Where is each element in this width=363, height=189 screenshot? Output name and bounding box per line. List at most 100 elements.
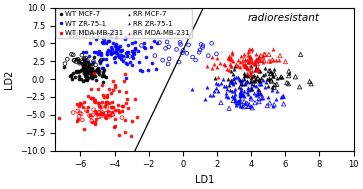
Point (89, 75, 95, 78)
Point (156, 28, 162, 31)
Point (75, 69, 81, 72)
Point (228, 57, 234, 60)
Point (132, 46, 138, 49)
Point (244, 102, 250, 105)
Point (256, 70, 262, 73)
Point (93, 112, 99, 115)
Point (185, 43, 191, 46)
Point (80, 50, 86, 53)
Point (233, 76, 239, 79)
Point (270, 105, 276, 108)
Point (229, 50, 235, 53)
Point (98, 51, 104, 54)
Point (262, 72, 268, 75)
Point (139, 69, 145, 72)
Point (77, 62, 82, 65)
Point (237, 94, 243, 97)
Point (178, 43, 183, 46)
Point (77, 111, 83, 114)
Point (95, 69, 101, 72)
Point (238, 83, 244, 86)
Point (85, 76, 91, 79)
Point (222, 63, 228, 66)
Point (87, 54, 93, 57)
Point (213, 81, 219, 84)
Point (101, 69, 107, 72)
Point (246, 59, 252, 62)
Point (286, 70, 292, 73)
Point (113, 35, 119, 38)
Point (256, 90, 262, 93)
Point (142, 46, 148, 50)
Point (82, 60, 88, 63)
Point (249, 83, 255, 86)
Point (117, 44, 122, 47)
Point (240, 93, 246, 96)
Point (225, 77, 231, 81)
Point (243, 80, 249, 83)
Point (107, 33, 113, 36)
Point (270, 47, 276, 50)
Point (229, 53, 235, 56)
Point (129, 55, 135, 58)
Point (81, 64, 86, 67)
Point (72, 75, 78, 78)
Point (83, 109, 89, 112)
Point (246, 56, 252, 59)
Point (83, 77, 89, 81)
Point (105, 93, 110, 96)
Point (252, 73, 257, 76)
Point (242, 83, 248, 86)
Point (72, 59, 78, 62)
Point (248, 73, 254, 76)
Point (114, 51, 120, 54)
Point (68, 74, 73, 77)
Point (227, 80, 233, 83)
Point (254, 59, 260, 62)
Point (253, 93, 259, 96)
Point (109, 45, 114, 48)
Point (105, 49, 111, 52)
Point (243, 65, 249, 68)
Point (223, 92, 229, 95)
Point (229, 94, 235, 97)
Point (258, 59, 264, 62)
Point (115, 46, 121, 49)
Point (117, 50, 123, 53)
Point (226, 54, 232, 57)
Point (112, 117, 118, 120)
Point (238, 88, 244, 91)
Point (135, 50, 141, 53)
Point (249, 87, 254, 90)
Point (253, 53, 259, 56)
Point (249, 61, 255, 64)
Point (122, 38, 128, 41)
Point (235, 65, 241, 68)
Point (81, 105, 86, 108)
Point (91, 56, 97, 59)
Point (91, 72, 97, 75)
Point (268, 72, 274, 75)
Point (136, 60, 142, 63)
Point (71, 59, 77, 62)
Point (87, 114, 93, 117)
Point (100, 112, 106, 115)
Point (293, 75, 298, 78)
Point (99, 84, 105, 87)
Point (242, 74, 248, 77)
Point (82, 78, 87, 81)
Point (84, 73, 90, 76)
Point (56, 116, 62, 119)
Point (110, 101, 115, 104)
Point (176, 60, 182, 64)
Point (260, 61, 266, 64)
Point (248, 73, 253, 76)
Point (102, 115, 108, 118)
Point (93, 117, 99, 120)
Point (253, 67, 259, 70)
Point (129, 64, 135, 67)
Point (89, 63, 95, 66)
Point (226, 84, 232, 87)
Point (129, 50, 135, 53)
Point (248, 59, 253, 62)
